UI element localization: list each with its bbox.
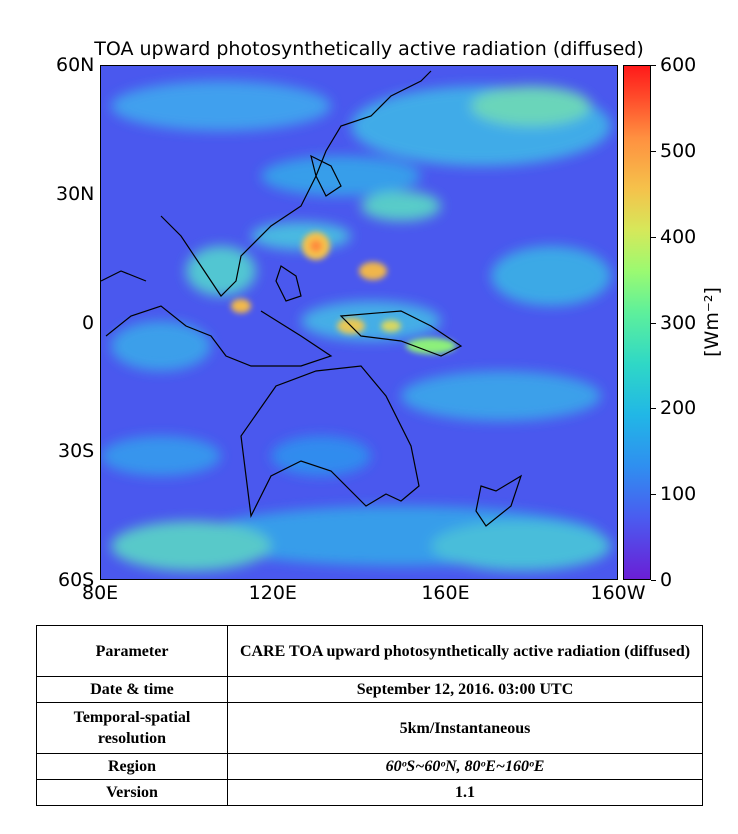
colorbar-tick [651,322,656,324]
colorbar-label: [Wm⁻²] [701,287,723,357]
colorbar-tick-label: 500 [660,139,697,162]
y-tick-label: 30S [58,440,95,463]
colorbar-tick [651,150,656,152]
radiation-field [101,66,617,579]
colorbar-tick-label: 400 [660,225,697,248]
table-value: 1.1 [227,779,703,806]
colorbar-tick [651,580,656,581]
table-row: Version 1.1 [36,779,703,806]
table-row: Temporal-spatial resolution 5km/Instanta… [36,702,703,754]
table-key: Parameter [36,625,228,677]
y-tick-label: 0 [82,311,95,334]
colorbar-tick [651,494,656,496]
table-value: September 12, 2016. 03:00 UTC [227,676,703,703]
table-value: CARE TOA upward photosynthetically activ… [227,625,703,677]
table-key: Temporal-spatial resolution [36,702,228,754]
colorbar-tick [651,65,656,66]
table-value: 60ᵒS~60ᵒN, 80ᵒE~160ᵒE [227,753,703,780]
colorbar-tick-label: 300 [660,311,697,334]
colorbar-tick-label: 600 [660,54,697,76]
y-tick-label: 60N [56,54,95,76]
colorbar-tick [651,236,656,238]
colorbar-tick [651,408,656,410]
y-tick-label: 60S [58,569,95,591]
x-tick-label: 120E [248,582,297,604]
table-row: Parameter CARE TOA upward photosynthetic… [36,625,703,677]
y-tick-label: 30N [56,182,95,205]
x-tick-label: 80E [82,582,119,604]
x-tick-label: 160W [590,582,646,604]
table-key: Version [36,779,228,806]
chart-title: TOA upward photosynthetically active rad… [94,38,644,60]
metadata-table: Parameter CARE TOA upward photosynthetic… [36,625,703,806]
colorbar-tick-label: 100 [660,483,697,506]
colorbar [623,65,651,580]
x-tick-label: 160E [421,582,470,604]
colorbar-tick-label: 0 [660,569,673,591]
table-key: Region [36,753,228,780]
satellite-map [100,65,618,580]
colorbar-tick-label: 200 [660,397,697,420]
table-key: Date & time [36,676,228,703]
table-row: Region 60ᵒS~60ᵒN, 80ᵒE~160ᵒE [36,753,703,780]
table-row: Date & time September 12, 2016. 03:00 UT… [36,676,703,703]
table-value: 5km/Instantaneous [227,702,703,754]
